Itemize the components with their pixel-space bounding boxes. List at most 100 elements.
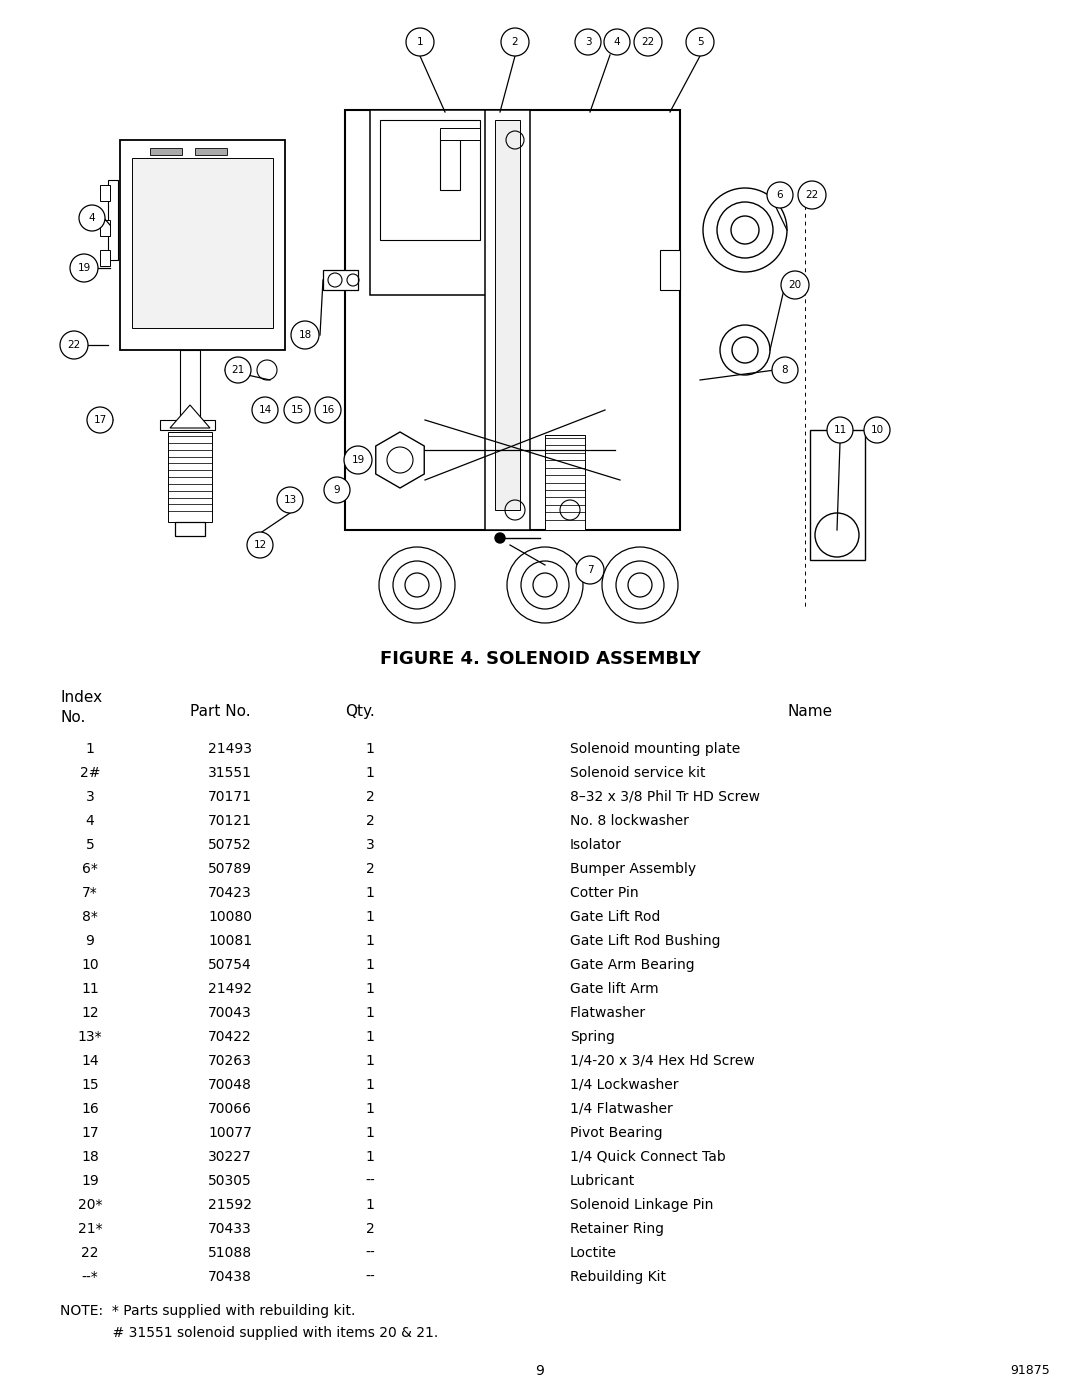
Bar (150, 148, 183, 155)
Circle shape (576, 556, 604, 584)
Bar (345, 110, 680, 529)
Text: 1: 1 (365, 766, 375, 780)
Text: 1: 1 (365, 1126, 375, 1140)
Circle shape (772, 358, 798, 383)
Text: 4: 4 (85, 814, 94, 828)
Circle shape (686, 28, 714, 56)
Text: NOTE:  * Parts supplied with rebuilding kit.: NOTE: * Parts supplied with rebuilding k… (60, 1303, 355, 1317)
Circle shape (604, 29, 630, 54)
Text: 12: 12 (81, 1006, 98, 1020)
Text: 19: 19 (351, 455, 365, 465)
Text: 22: 22 (642, 36, 654, 47)
Text: 16: 16 (81, 1102, 99, 1116)
Text: Solenoid service kit: Solenoid service kit (570, 766, 705, 780)
Text: 3: 3 (85, 789, 94, 805)
Text: 21: 21 (231, 365, 245, 374)
Text: 21*: 21* (78, 1222, 103, 1236)
Bar (440, 130, 460, 190)
Text: 22: 22 (806, 190, 819, 200)
Text: 13: 13 (283, 495, 297, 504)
Text: 7: 7 (586, 564, 593, 576)
Text: 8: 8 (782, 365, 788, 374)
Text: Isolator: Isolator (570, 838, 622, 852)
Text: Gate Lift Rod Bushing: Gate Lift Rod Bushing (570, 935, 720, 949)
Text: 51088: 51088 (208, 1246, 252, 1260)
Text: 1/4 Quick Connect Tab: 1/4 Quick Connect Tab (570, 1150, 726, 1164)
Text: 14: 14 (81, 1053, 98, 1067)
Text: 8–32 x 3/8 Phil Tr HD Screw: 8–32 x 3/8 Phil Tr HD Screw (570, 789, 760, 805)
Text: 30227: 30227 (208, 1150, 252, 1164)
Text: 2: 2 (366, 789, 375, 805)
Text: Gate Arm Bearing: Gate Arm Bearing (570, 958, 694, 972)
Text: 13*: 13* (78, 1030, 103, 1044)
Circle shape (79, 205, 105, 231)
Text: Gate lift Arm: Gate lift Arm (570, 982, 659, 996)
Text: No.: No. (60, 710, 85, 725)
Text: 70433: 70433 (208, 1222, 252, 1236)
Text: 9: 9 (85, 935, 94, 949)
Text: 14: 14 (258, 405, 272, 415)
Bar (660, 250, 680, 291)
Text: 1: 1 (365, 742, 375, 756)
Text: 91875: 91875 (1010, 1363, 1050, 1377)
Text: 20: 20 (788, 279, 801, 291)
Text: 19: 19 (81, 1173, 99, 1187)
Text: Rebuilding Kit: Rebuilding Kit (570, 1270, 666, 1284)
Text: 1/4-20 x 3/4 Hex Hd Screw: 1/4-20 x 3/4 Hex Hd Screw (570, 1053, 755, 1067)
Text: 12: 12 (254, 541, 267, 550)
Circle shape (247, 532, 273, 557)
Circle shape (345, 446, 372, 474)
Text: 2: 2 (512, 36, 518, 47)
Circle shape (324, 476, 350, 503)
Text: 15: 15 (291, 405, 303, 415)
Circle shape (284, 397, 310, 423)
Bar (485, 110, 530, 529)
Bar (810, 430, 865, 560)
Bar (108, 180, 118, 260)
Text: Index: Index (60, 690, 103, 705)
Text: 10077: 10077 (208, 1126, 252, 1140)
Bar (175, 522, 205, 536)
Text: Cotter Pin: Cotter Pin (570, 886, 638, 900)
Text: 50789: 50789 (208, 862, 252, 876)
Bar (380, 120, 480, 240)
Bar (132, 158, 273, 328)
Text: 1: 1 (365, 1030, 375, 1044)
Bar (545, 434, 585, 529)
Bar (100, 219, 110, 236)
Text: 18: 18 (81, 1150, 99, 1164)
Text: 70422: 70422 (208, 1030, 252, 1044)
Text: 22: 22 (67, 339, 81, 351)
Polygon shape (376, 432, 424, 488)
Text: 11: 11 (834, 425, 847, 434)
Text: 5: 5 (85, 838, 94, 852)
Text: Flatwasher: Flatwasher (570, 1006, 646, 1020)
Text: 7*: 7* (82, 886, 98, 900)
Text: Solenoid Linkage Pin: Solenoid Linkage Pin (570, 1199, 714, 1213)
Text: 1: 1 (365, 958, 375, 972)
Text: 8*: 8* (82, 909, 98, 923)
Circle shape (406, 28, 434, 56)
Text: 31551: 31551 (208, 766, 252, 780)
Circle shape (315, 397, 341, 423)
Text: Qty.: Qty. (345, 704, 375, 719)
Text: 17: 17 (81, 1126, 98, 1140)
Bar (120, 140, 285, 351)
Circle shape (798, 182, 826, 210)
Text: Spring: Spring (570, 1030, 615, 1044)
Circle shape (70, 254, 98, 282)
Bar (100, 184, 110, 201)
Text: 2: 2 (366, 814, 375, 828)
Text: 1: 1 (365, 1078, 375, 1092)
Text: # 31551 solenoid supplied with items 20 & 21.: # 31551 solenoid supplied with items 20 … (60, 1326, 438, 1340)
Text: 2: 2 (366, 1222, 375, 1236)
Text: 1: 1 (365, 909, 375, 923)
Text: 9: 9 (536, 1363, 544, 1377)
Bar (195, 148, 227, 155)
Text: 50752: 50752 (208, 838, 252, 852)
Text: 18: 18 (298, 330, 312, 339)
Text: --: -- (365, 1173, 375, 1187)
Bar (180, 351, 200, 430)
Text: 1: 1 (365, 1006, 375, 1020)
Text: 70438: 70438 (208, 1270, 252, 1284)
